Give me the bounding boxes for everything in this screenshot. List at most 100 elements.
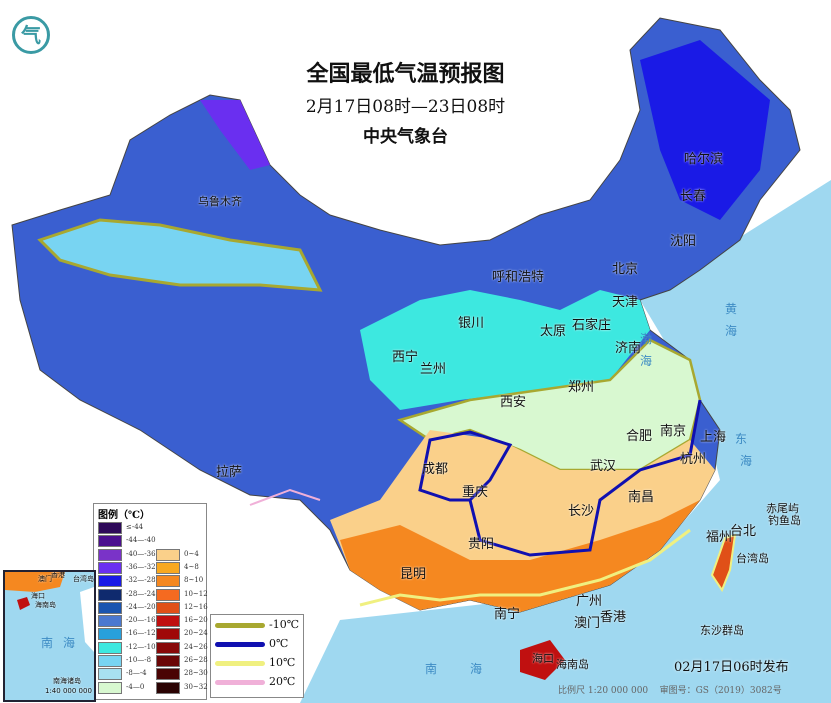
map-title: 全国最低气温预报图 <box>306 61 505 87</box>
legend-swatch <box>156 575 180 588</box>
sea-area <box>300 180 831 703</box>
legend-label: -16—-12 <box>126 629 156 638</box>
legend-swatch <box>156 561 180 574</box>
isotherm-20 <box>249 488 321 506</box>
legend-label: -12—-10 <box>126 642 156 651</box>
isotherm-label: -10℃ <box>269 618 300 631</box>
legend-swatch <box>98 681 122 694</box>
city-label: 天津 <box>612 295 639 310</box>
isotherm-line-sample <box>215 661 265 666</box>
legend-label: -36—-32 <box>126 562 156 571</box>
inset-label: 台湾岛 <box>73 575 94 583</box>
city-label: 西宁 <box>392 350 419 365</box>
inset-scale: 1:40 000 000 <box>45 687 92 695</box>
legend-swatch <box>156 548 180 561</box>
city-label: 成都 <box>422 462 449 477</box>
city-label: 银川 <box>458 316 485 331</box>
sea-label: 海 <box>740 454 753 468</box>
city-label: 郑州 <box>568 380 595 395</box>
legend-label: -4—0 <box>126 682 145 691</box>
region-south-orange <box>340 500 700 612</box>
region-tarim-green <box>37 218 323 292</box>
isotherm-10 <box>359 528 691 607</box>
city-label: 福州 <box>706 530 733 545</box>
city-label: 海南岛 <box>556 658 589 671</box>
legend-swatch <box>156 641 180 654</box>
sea-label: 黄 <box>725 302 738 316</box>
legend-label: 20~24 <box>184 629 208 638</box>
legend-swatch <box>98 548 122 561</box>
hainan-island <box>520 640 565 680</box>
legend-label: 10~12 <box>184 589 208 598</box>
city-label: 武汉 <box>590 459 617 474</box>
city-label: 香港 <box>600 610 627 625</box>
isotherm-line-sample <box>215 623 265 628</box>
legend-swatch <box>98 668 122 681</box>
city-label: 南昌 <box>628 490 655 505</box>
city-label: 兰州 <box>420 362 447 377</box>
region-central-cyan <box>360 290 650 410</box>
legend-label: -8—-4 <box>126 669 147 678</box>
city-label: 赤尾屿 <box>766 502 799 515</box>
legend-label: ≤-44 <box>126 523 144 531</box>
south-china-sea-inset: 澳门 香港 台湾岛 海口 海南岛 南 海 南海诸岛 1:40 000 000 <box>3 570 96 702</box>
map-scale: 比例尺 1:20 000 000 <box>558 686 649 696</box>
inset-label: 海 <box>63 636 76 650</box>
city-label: 重庆 <box>462 485 489 500</box>
legend-label: -24—-20 <box>126 602 156 611</box>
city-label: 沈阳 <box>670 234 697 249</box>
legend-label: 16~20 <box>184 616 208 625</box>
legend-swatch <box>98 615 122 628</box>
isotherm-label: 10℃ <box>269 656 296 669</box>
inset-label: 香港 <box>51 571 65 579</box>
city-label: 台北 <box>730 524 757 539</box>
city-label: 合肥 <box>626 429 653 444</box>
legend-label: -32—-28 <box>126 576 156 585</box>
city-label: 海口 <box>532 652 554 665</box>
city-label: 澳门 <box>574 616 601 631</box>
city-label: 南京 <box>660 424 687 439</box>
publish-time: 02月17日06时发布 <box>674 660 789 675</box>
legend-swatch <box>156 655 180 667</box>
city-label: 上海 <box>700 430 727 445</box>
city-label: 杭州 <box>680 452 707 467</box>
inset-label: 南 <box>41 636 54 650</box>
isotherm-label: 20℃ <box>269 675 296 688</box>
legend-swatch <box>156 668 180 681</box>
legend-label: 4~8 <box>184 562 199 571</box>
sea-label: 南 <box>425 662 438 676</box>
legend-swatch <box>98 641 122 654</box>
sea-label: 海 <box>470 662 483 676</box>
legend-label: 12~16 <box>184 602 208 611</box>
isotherm-0 <box>418 399 702 557</box>
legend-label: -20—-16 <box>126 616 156 625</box>
isotherm-line-sample <box>215 680 265 685</box>
city-label: 西安 <box>500 395 527 410</box>
taiwan-island <box>710 533 737 593</box>
map-approval-number: 审图号：GS（2019）3082号 <box>659 686 782 696</box>
legend-label: 30~32 <box>184 682 208 691</box>
city-label: 广州 <box>576 594 603 609</box>
city-label: 钓鱼岛 <box>768 514 801 527</box>
city-label: 东沙群岛 <box>700 624 744 637</box>
city-label: 长春 <box>680 189 707 204</box>
city-label: 呼和浩特 <box>492 270 545 285</box>
legend-swatch <box>98 655 122 667</box>
legend-swatch <box>156 628 180 641</box>
legend-swatch <box>98 535 122 548</box>
sea-label: 海 <box>725 324 738 338</box>
legend-label: 0~4 <box>184 549 199 558</box>
city-label: 哈尔滨 <box>684 152 724 167</box>
city-label: 拉萨 <box>216 465 243 480</box>
city-label: 乌鲁木齐 <box>198 195 242 208</box>
legend-label: 24~26 <box>184 642 208 651</box>
legend-label: -40—-36 <box>126 549 156 558</box>
legend-swatch <box>156 615 180 628</box>
legend-label: -10—-8 <box>126 656 152 664</box>
sea-label: 海 <box>640 354 653 368</box>
scale-and-map-number: 比例尺 1:20 000 000 审图号：GS（2019）3082号 <box>558 683 782 696</box>
inset-label: 海南岛 <box>35 601 56 609</box>
isotherm-legend: -10℃ 0℃ 10℃ 20℃ <box>210 614 304 698</box>
region-deep-purple <box>200 100 270 170</box>
